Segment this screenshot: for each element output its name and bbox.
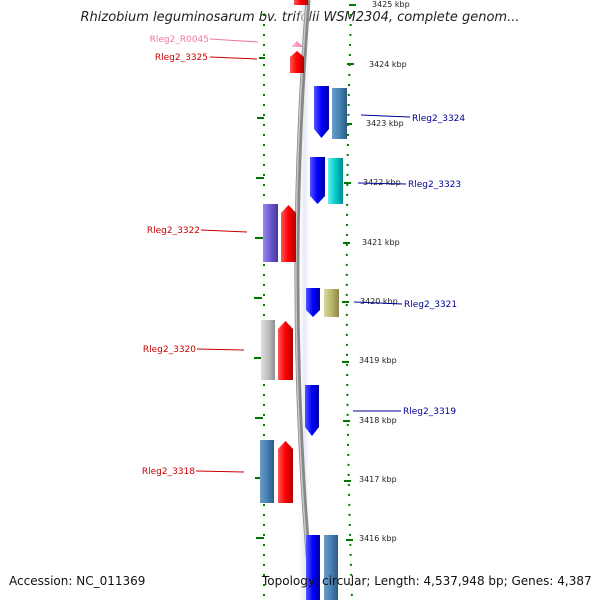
gene-rleg2-3325[interactable] — [290, 51, 304, 73]
gene-label-rleg2-3320[interactable]: Rleg2_3320 — [143, 345, 196, 355]
scale-label: 3417 kbp — [359, 475, 397, 484]
gene-rleg2-3322-cog[interactable] — [263, 204, 278, 262]
scale-label: 3416 kbp — [359, 534, 397, 543]
leader-line — [357, 182, 407, 185]
leader-line — [209, 56, 258, 60]
gene-rleg2-3320-cog[interactable] — [261, 320, 275, 380]
gene-label-rleg2-3323[interactable]: Rleg2_3323 — [408, 180, 461, 190]
leader-line — [360, 114, 411, 118]
gene-rleg2-3319[interactable] — [305, 385, 319, 436]
scale-label: 3423 kbp — [366, 119, 404, 128]
scale-label: 3422 kbp — [363, 178, 401, 187]
accession-label: Accession: NC_011369 — [9, 574, 146, 588]
gene-blue-bottom[interactable] — [306, 535, 320, 600]
left-ruler-tick — [254, 297, 262, 299]
genome-summary: Topology: circular; Length: 4,537,948 bp… — [262, 574, 592, 588]
leader-line — [195, 470, 245, 473]
right-ruler-tick — [345, 123, 352, 125]
right-ruler-tick — [347, 63, 354, 65]
gene-rleg2-3321-cog[interactable] — [324, 289, 339, 317]
right-ruler-tick — [342, 361, 349, 363]
gene-steel-bottom[interactable] — [324, 535, 338, 600]
right-ruler-tick — [344, 182, 351, 184]
genome-backbone-highlight — [295, 0, 312, 600]
gene-label-rleg2-r0045[interactable]: Rleg2_R0045 — [150, 35, 209, 45]
right-ruler-tick — [346, 539, 353, 541]
gene-rleg2-3320[interactable] — [278, 321, 293, 380]
left-ruler-tick — [255, 237, 263, 239]
left-dotted-ruler — [254, 14, 265, 600]
gene-rleg2-3321[interactable] — [306, 288, 320, 317]
scale-label: 3425 kbp — [372, 0, 410, 9]
left-ruler-tick — [255, 417, 263, 419]
right-ruler-tick — [342, 301, 349, 303]
gene-label-rleg2-3322[interactable]: Rleg2_3322 — [147, 226, 200, 236]
left-ruler-tick — [259, 57, 265, 59]
gene-rleg2-3322[interactable] — [281, 205, 296, 262]
gene-rleg2-3324-cog[interactable] — [332, 88, 347, 139]
scale-label: 3418 kbp — [359, 416, 397, 425]
left-ruler-tick — [254, 357, 262, 359]
gene-label-rleg2-3325[interactable]: Rleg2_3325 — [155, 53, 208, 63]
right-dotted-ruler — [342, 4, 356, 600]
right-ruler-tick — [343, 420, 350, 422]
scale-label: 3419 kbp — [359, 356, 397, 365]
right-ruler-tick — [349, 4, 356, 6]
gene-rleg2-3323[interactable] — [310, 157, 325, 204]
leader-line — [353, 301, 403, 305]
left-ruler-tick — [255, 477, 263, 479]
leader-line — [196, 348, 245, 351]
gene-label-rleg2-3321[interactable]: Rleg2_3321 — [404, 300, 457, 310]
gene-rleg2-3318[interactable] — [278, 441, 293, 503]
gene-label-rleg2-3324[interactable]: Rleg2_3324 — [412, 114, 465, 124]
gene-rleg2-r0045[interactable] — [291, 41, 303, 47]
genome-backbone — [294, 0, 315, 600]
gene-rleg2-3324[interactable] — [314, 86, 329, 138]
gene-label-rleg2-3319[interactable]: Rleg2_3319 — [403, 407, 456, 417]
gene-rleg2-3318-cog[interactable] — [260, 440, 274, 503]
left-ruler-tick — [256, 537, 264, 539]
leader-line — [200, 229, 248, 233]
right-ruler-tick — [344, 480, 351, 482]
scale-label: 3421 kbp — [362, 238, 400, 247]
scale-label: 3424 kbp — [369, 60, 407, 69]
left-ruler-tick — [257, 117, 264, 119]
gene-label-rleg2-3318[interactable]: Rleg2_3318 — [142, 467, 195, 477]
scale-label: 3420 kbp — [360, 297, 398, 306]
left-ruler-tick — [256, 177, 264, 179]
gene-rleg2-3323-cog[interactable] — [328, 158, 343, 204]
gene-red-top[interactable] — [294, 0, 308, 5]
right-ruler-tick — [343, 242, 350, 244]
leader-line — [209, 38, 259, 43]
